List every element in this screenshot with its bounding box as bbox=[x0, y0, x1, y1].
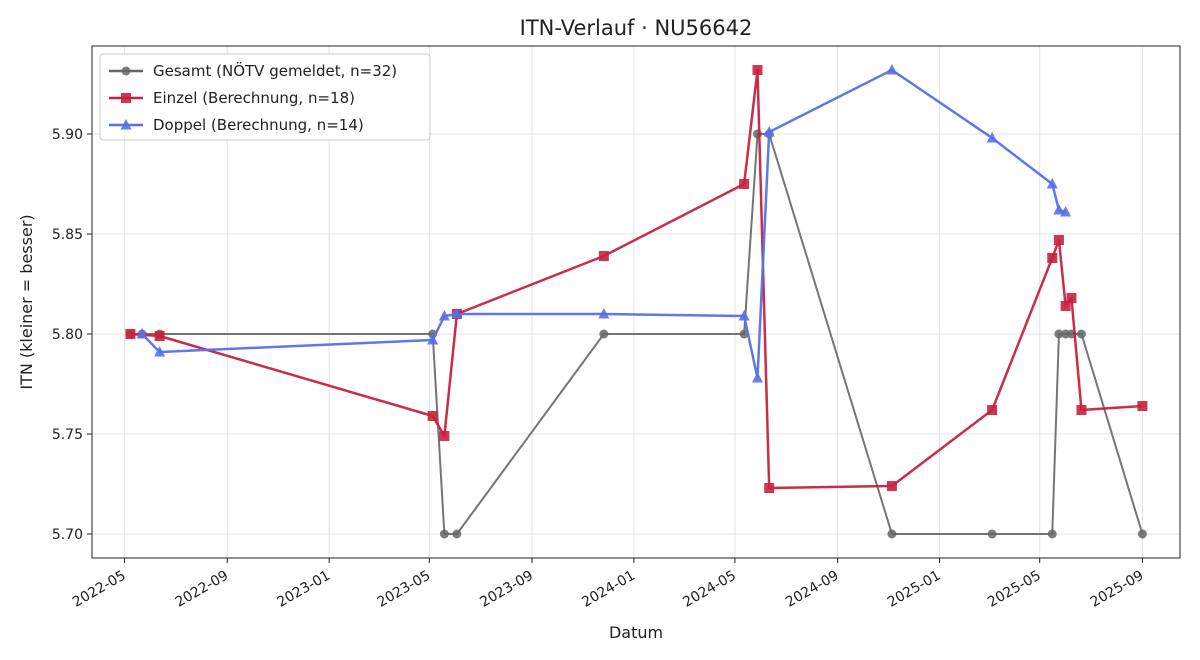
legend-label: Einzel (Berechnung, n=18) bbox=[153, 89, 355, 107]
data-point-square bbox=[886, 481, 897, 491]
x-tick-label: 2024-05 bbox=[680, 568, 739, 611]
x-tick-label: 2023-05 bbox=[375, 568, 434, 611]
x-axis-title: Datum bbox=[609, 623, 663, 642]
tick-layer: 2022-05 2022-09 2023-01 2023-05 2023-09 2024-… bbox=[52, 127, 1147, 611]
series-square bbox=[125, 65, 1148, 493]
data-point-triangle bbox=[1060, 206, 1072, 217]
x-tick-label: 2025-09 bbox=[1088, 568, 1147, 611]
data-point-square bbox=[1060, 301, 1071, 311]
x-tick-label: 2022-09 bbox=[173, 568, 232, 611]
legend-entry: Doppel (Berechnung, n=14) bbox=[109, 116, 364, 134]
data-point-square bbox=[154, 331, 165, 341]
legend: Gesamt (NÖTV gemeldet, n=32) Einzel (Bere… bbox=[99, 53, 431, 141]
data-point-triangle bbox=[986, 132, 998, 143]
legend-label: Gesamt (NÖTV gemeldet, n=32) bbox=[153, 61, 397, 80]
x-tick-label: 2025-01 bbox=[885, 568, 944, 611]
data-point-circle bbox=[987, 529, 997, 539]
data-point-circle bbox=[1076, 329, 1086, 339]
series-triangle bbox=[136, 64, 1072, 383]
x-tick-label: 2023-09 bbox=[477, 568, 536, 611]
data-point-circle bbox=[752, 129, 762, 139]
x-tick-label: 2024-09 bbox=[783, 568, 842, 611]
data-point-triangle bbox=[598, 308, 610, 319]
data-point-square bbox=[1137, 401, 1148, 411]
data-point-circle bbox=[439, 529, 449, 539]
data-point-triangle bbox=[1053, 204, 1065, 215]
y-tick-label: 5.75 bbox=[52, 427, 83, 443]
data-point-square bbox=[752, 65, 763, 75]
data-point-square bbox=[125, 329, 136, 339]
legend-marker-triangle bbox=[120, 119, 132, 130]
data-point-circle bbox=[452, 529, 462, 539]
data-point-square bbox=[987, 405, 998, 415]
y-tick-label: 5.80 bbox=[52, 327, 83, 343]
legend-box bbox=[99, 53, 431, 141]
data-point-square bbox=[598, 251, 609, 261]
x-tick-label: 2025-05 bbox=[985, 568, 1044, 611]
legend-entry: Einzel (Berechnung, n=18) bbox=[109, 89, 355, 107]
legend-entry: Gesamt (NÖTV gemeldet, n=32) bbox=[109, 61, 397, 80]
data-point-circle bbox=[1137, 529, 1147, 539]
data-point-triangle bbox=[154, 346, 166, 357]
data-point-circle bbox=[1047, 529, 1057, 539]
plot-frame bbox=[91, 45, 1181, 559]
x-tick-label: 2023-01 bbox=[274, 568, 333, 611]
data-point-square bbox=[764, 483, 775, 493]
legend-marker-circle bbox=[121, 66, 131, 76]
data-point-triangle bbox=[427, 334, 439, 345]
data-point-square bbox=[439, 431, 450, 441]
data-point-circle bbox=[1054, 329, 1064, 339]
data-point-square bbox=[427, 411, 438, 421]
data-point-triangle bbox=[438, 310, 450, 321]
y-tick-label: 5.85 bbox=[52, 227, 83, 243]
y-tick-label: 5.70 bbox=[52, 527, 83, 543]
data-point-triangle bbox=[136, 328, 148, 339]
x-tick-label: 2022-05 bbox=[70, 568, 129, 611]
y-axis-title: ITN (kleiner = besser) bbox=[17, 214, 36, 389]
legend-marker-square bbox=[121, 93, 131, 103]
data-point-triangle bbox=[1046, 178, 1058, 189]
data-point-triangle bbox=[451, 308, 463, 319]
data-point-triangle bbox=[886, 64, 898, 75]
legend-label: Doppel (Berechnung, n=14) bbox=[153, 116, 364, 134]
series-line bbox=[141, 68, 1066, 380]
data-point-circle bbox=[599, 329, 609, 339]
x-tick-label: 2024-01 bbox=[579, 568, 638, 611]
data-point-square bbox=[1053, 235, 1064, 245]
series-layer bbox=[125, 64, 1148, 539]
data-point-triangle bbox=[738, 310, 750, 321]
data-point-triangle bbox=[751, 372, 763, 383]
data-point-circle bbox=[887, 529, 897, 539]
chart-title: ITN-Verlauf · NU56642 bbox=[520, 16, 753, 40]
y-tick-label: 5.90 bbox=[52, 127, 83, 143]
data-point-square bbox=[1066, 293, 1077, 303]
data-point-square bbox=[739, 179, 750, 189]
data-point-square bbox=[1076, 405, 1087, 415]
data-point-square bbox=[1047, 253, 1058, 263]
data-point-triangle bbox=[763, 126, 775, 137]
